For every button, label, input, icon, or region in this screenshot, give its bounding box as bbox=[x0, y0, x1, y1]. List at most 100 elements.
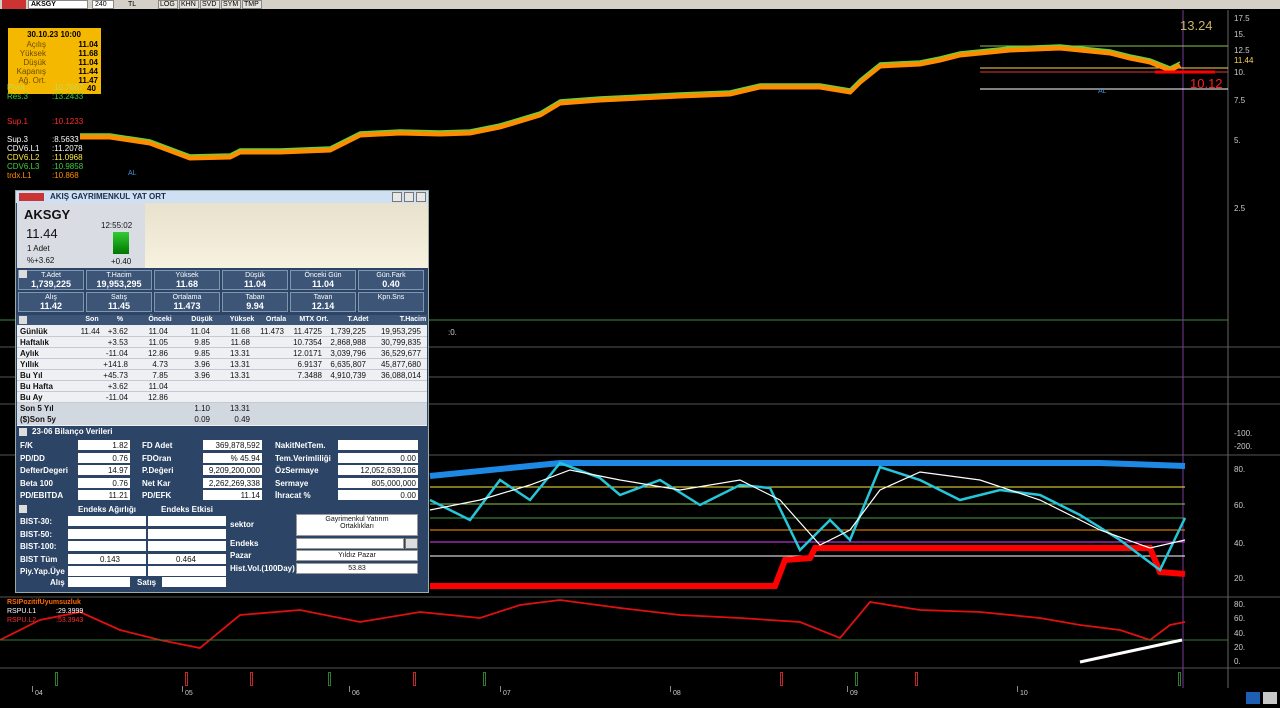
cell-value: +3.62 bbox=[107, 327, 128, 336]
column-header: T.Adet bbox=[347, 316, 369, 323]
stat-value: 1,739,225 bbox=[30, 279, 72, 289]
row-line bbox=[17, 391, 427, 392]
date-tick bbox=[1017, 686, 1018, 692]
signal-bar bbox=[855, 672, 858, 686]
date-tick bbox=[500, 686, 501, 692]
y-axis-label: 12.5 bbox=[1234, 46, 1250, 55]
cell-value: 12.86 bbox=[147, 393, 168, 402]
indicator-name: RSPU.L1 bbox=[7, 608, 37, 615]
window-button[interactable] bbox=[416, 192, 426, 202]
toolbar-button-label[interactable]: TMP bbox=[244, 1, 259, 8]
cell-value: 13.31 bbox=[229, 371, 250, 380]
field-box bbox=[68, 577, 130, 587]
y-axis-label: 40. bbox=[1234, 628, 1246, 638]
x-button[interactable] bbox=[19, 428, 27, 436]
cell-value: 11.04 bbox=[148, 327, 168, 336]
row-line bbox=[17, 336, 427, 337]
signal-bar bbox=[483, 672, 486, 686]
y-axis-label: 5. bbox=[1234, 136, 1241, 145]
field-label: Piy.Yap.Üye bbox=[20, 567, 65, 576]
toolbar-button-label[interactable]: KHN bbox=[181, 1, 196, 8]
field-label: F/K bbox=[20, 441, 33, 450]
field-label: P.Değeri bbox=[142, 466, 174, 475]
window-button[interactable] bbox=[404, 192, 414, 202]
field-value: 53.83 bbox=[348, 565, 366, 572]
info-value: 11.04 bbox=[78, 58, 98, 67]
cell-value: 13.31 bbox=[229, 349, 250, 358]
taskbar-icon[interactable] bbox=[1263, 692, 1277, 704]
stat-cell bbox=[86, 292, 152, 312]
x-button[interactable] bbox=[19, 505, 27, 513]
field-box bbox=[68, 553, 146, 564]
date-label: 07 bbox=[503, 690, 511, 697]
toolbar-button-label[interactable]: SVD bbox=[202, 1, 217, 8]
stat-cell bbox=[222, 270, 288, 290]
toolbar-button[interactable] bbox=[221, 0, 241, 9]
date-tick bbox=[32, 686, 33, 692]
oscillator-fast bbox=[429, 461, 1187, 572]
signal-bar bbox=[185, 672, 188, 686]
cell-value: 0.49 bbox=[234, 415, 250, 424]
field-value: 0.464 bbox=[175, 554, 196, 564]
signal-bar bbox=[250, 672, 253, 686]
panel-title: RSIPozitifUyumsuzluk bbox=[7, 599, 81, 606]
cell-value: 11.04 bbox=[190, 327, 210, 336]
cell-value: 0.09 bbox=[194, 415, 210, 424]
indicator-name: Sup.1 bbox=[7, 117, 28, 126]
info-extra: 40 bbox=[87, 84, 96, 93]
stat-label: T.Hacim bbox=[106, 272, 132, 279]
field-label: PD/DD bbox=[20, 453, 45, 463]
column-header: Önceki bbox=[148, 316, 172, 323]
indicator-name: trdx.L1 bbox=[7, 171, 32, 180]
field-value: 12,052,639,106 bbox=[360, 466, 416, 475]
stat-label: Düşük bbox=[245, 272, 265, 279]
taskbar-icon[interactable] bbox=[1246, 692, 1260, 704]
toolbar-button[interactable] bbox=[158, 0, 178, 9]
cell-value: 12.0171 bbox=[293, 349, 322, 358]
price-line bbox=[80, 45, 1182, 161]
field-label: Satış bbox=[137, 578, 157, 587]
field-label: İhracat % bbox=[275, 491, 311, 500]
stat-label: Yüksek bbox=[175, 272, 199, 279]
x-button[interactable] bbox=[19, 270, 27, 278]
stat-value: 9.94 bbox=[246, 301, 264, 311]
period-header bbox=[17, 315, 427, 325]
date-label: 09 bbox=[850, 690, 858, 697]
toolbar-button-label[interactable]: LOG bbox=[160, 1, 175, 8]
stat-label: Önceki Gün bbox=[304, 272, 342, 279]
toolbar-button[interactable] bbox=[242, 0, 262, 9]
quote-lot: 1 Adet bbox=[27, 244, 50, 253]
y-axis-label: 7.5 bbox=[1234, 96, 1246, 105]
y-axis-label: -100. bbox=[1234, 429, 1253, 438]
row-label: Yıllık bbox=[20, 360, 39, 369]
row-label: Son 5 Yıl bbox=[20, 404, 54, 413]
field-value: Yıldız Pazar bbox=[338, 552, 376, 559]
symbol-field: AKSGY bbox=[31, 1, 56, 8]
cell-value: 19,953,295 bbox=[380, 327, 421, 336]
field-value: 369,878,592 bbox=[215, 441, 261, 450]
logo bbox=[2, 0, 26, 9]
field-value: % 45.94 bbox=[230, 453, 260, 463]
column-header: Son bbox=[85, 316, 99, 323]
toolbar-button[interactable] bbox=[200, 0, 220, 9]
dropdown-button[interactable] bbox=[405, 538, 418, 549]
field-box bbox=[78, 477, 130, 488]
indicator-value: :10.868 bbox=[52, 171, 79, 180]
cell-value: 4,910,739 bbox=[330, 371, 366, 380]
field-box bbox=[68, 541, 146, 551]
y-axis-label: 17.5 bbox=[1234, 14, 1250, 23]
indicator-value: :10.1233 bbox=[52, 117, 84, 126]
toolbar-button-label[interactable]: SYM bbox=[223, 1, 239, 8]
window-button[interactable] bbox=[392, 192, 402, 202]
field-value: 0.76 bbox=[112, 453, 128, 463]
indicator-name: RSPU.L2 bbox=[7, 617, 37, 624]
currency-field: TL bbox=[128, 1, 137, 8]
field-value: 2,262,269,338 bbox=[208, 478, 260, 488]
info-box bbox=[8, 28, 101, 94]
x-button[interactable] bbox=[19, 316, 27, 324]
field-label: Alış bbox=[50, 578, 65, 587]
signal-bar bbox=[1178, 672, 1181, 686]
toolbar-button[interactable] bbox=[179, 0, 199, 9]
cell-value: 3,039,796 bbox=[330, 349, 366, 358]
column-header: Yüksek bbox=[229, 316, 255, 323]
